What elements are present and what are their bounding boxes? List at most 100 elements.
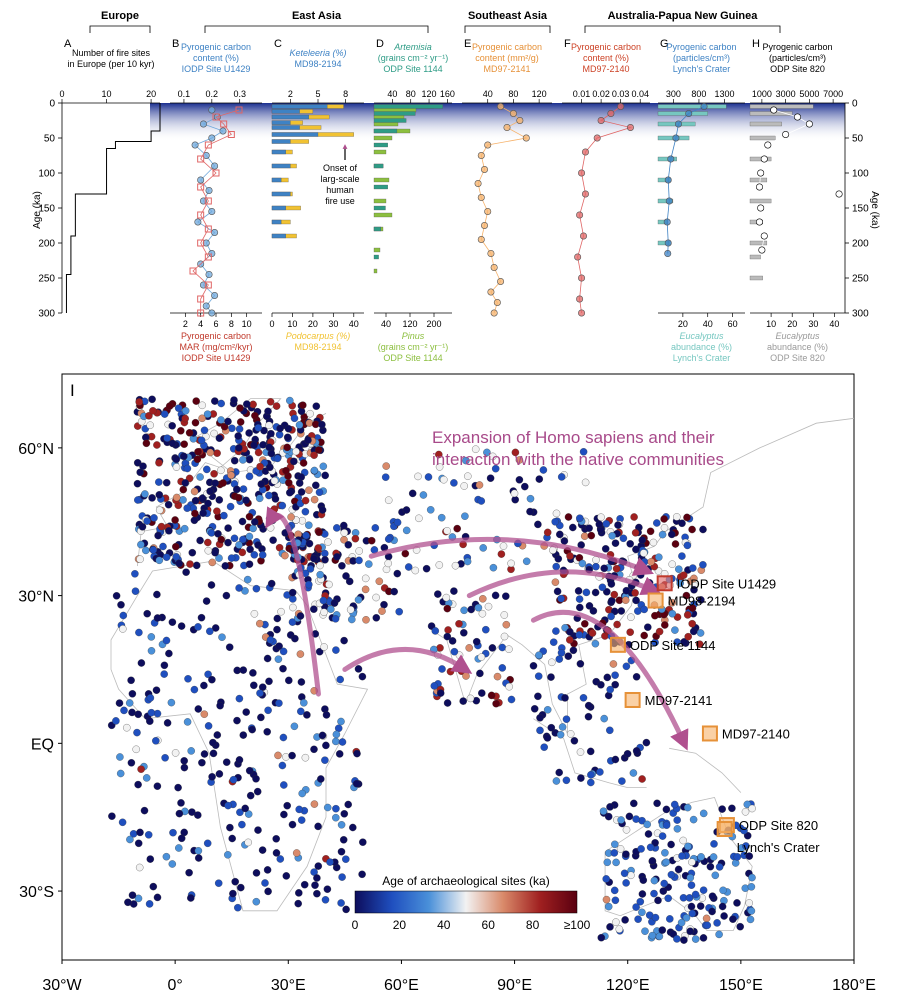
site-dot bbox=[535, 475, 544, 483]
site-dot bbox=[471, 445, 480, 453]
site-dot bbox=[220, 511, 228, 520]
site-dot bbox=[227, 554, 236, 562]
site-dot bbox=[358, 672, 367, 681]
site-dot bbox=[464, 472, 472, 480]
site-dot bbox=[651, 913, 660, 922]
site-dot bbox=[177, 799, 185, 807]
site-dot bbox=[142, 439, 151, 448]
site-dot bbox=[162, 478, 171, 487]
site-dot bbox=[401, 549, 410, 558]
site-dot bbox=[745, 852, 754, 860]
bar-mark bbox=[749, 156, 772, 162]
site-dot bbox=[588, 629, 597, 637]
site-dot bbox=[564, 513, 573, 521]
site-dot bbox=[338, 873, 346, 881]
site-dot bbox=[611, 671, 619, 679]
site-dot bbox=[279, 733, 288, 742]
site-dot bbox=[239, 666, 248, 674]
lon-tick-label: 30°E bbox=[271, 977, 306, 994]
top-axis-label: content (%) bbox=[193, 53, 239, 63]
site-dot bbox=[148, 494, 156, 502]
site-dot bbox=[534, 692, 542, 701]
site-dot bbox=[682, 591, 691, 600]
site-dot bbox=[194, 705, 203, 713]
site-dot bbox=[569, 523, 577, 532]
migration-arrow bbox=[265, 506, 321, 697]
series-line bbox=[194, 109, 224, 314]
site-dot bbox=[636, 571, 645, 579]
site-dot bbox=[267, 429, 275, 438]
core-site-marker bbox=[656, 575, 673, 592]
site-dot bbox=[153, 782, 162, 790]
site-dot bbox=[682, 914, 691, 922]
site-dot bbox=[437, 513, 446, 522]
site-dot bbox=[116, 753, 124, 761]
site-dot bbox=[450, 647, 459, 656]
site-dot bbox=[442, 593, 451, 602]
site-dot bbox=[372, 593, 380, 602]
site-dot bbox=[430, 682, 439, 690]
site-dot bbox=[603, 673, 612, 682]
site-dot bbox=[306, 409, 314, 418]
site-dot bbox=[637, 845, 645, 853]
bottom-axis-label: Podocarpus (%) bbox=[286, 331, 351, 341]
top-tick-label: 300 bbox=[666, 89, 681, 99]
site-dot bbox=[713, 919, 721, 927]
site-dot bbox=[299, 459, 308, 467]
site-dot bbox=[632, 545, 640, 554]
core-site-marker bbox=[647, 592, 664, 609]
bar-mark bbox=[657, 111, 708, 116]
site-dot bbox=[510, 489, 519, 498]
site-dot bbox=[434, 590, 442, 598]
site-dot bbox=[246, 545, 254, 554]
site-dot bbox=[322, 741, 330, 750]
site-dot bbox=[384, 535, 393, 543]
site-dot bbox=[163, 434, 171, 442]
site-dot bbox=[668, 560, 676, 568]
panel-letter: B bbox=[172, 38, 179, 50]
site-dot bbox=[291, 634, 299, 643]
site-dot bbox=[266, 636, 275, 644]
site-dot bbox=[575, 595, 584, 603]
bar-mark bbox=[373, 128, 398, 134]
site-dot bbox=[673, 825, 682, 833]
bottom-tick-label: 6 bbox=[213, 319, 218, 329]
site-dot bbox=[678, 552, 686, 560]
site-dot bbox=[331, 615, 340, 623]
site-dot bbox=[210, 470, 218, 478]
site-dot bbox=[498, 664, 507, 672]
site-dot bbox=[718, 805, 726, 813]
site-dot bbox=[584, 701, 593, 710]
region-bracket bbox=[584, 25, 781, 33]
site-dot bbox=[183, 504, 191, 512]
square-marker bbox=[204, 197, 212, 205]
site-dot bbox=[194, 854, 203, 862]
site-dot bbox=[622, 586, 631, 595]
core-site-label: IODP Site U1429 bbox=[677, 576, 776, 591]
site-dot bbox=[342, 905, 350, 914]
site-dot bbox=[543, 706, 552, 714]
top-axis-label: in Europe (per 10 kyr) bbox=[67, 59, 154, 69]
site-dot bbox=[296, 612, 305, 620]
site-dot bbox=[551, 518, 559, 526]
site-dot bbox=[282, 466, 290, 475]
site-dot bbox=[482, 625, 490, 634]
site-dot bbox=[491, 464, 500, 473]
site-dot bbox=[529, 662, 538, 670]
top-tick-label: 120 bbox=[532, 89, 547, 99]
site-dot bbox=[660, 879, 668, 888]
site-dot bbox=[557, 649, 566, 657]
top-tick-label: 0.1 bbox=[178, 89, 191, 99]
bottom-axis-label: IODP Site U1429 bbox=[182, 353, 251, 363]
site-dot bbox=[606, 803, 614, 811]
migration-arrow bbox=[342, 646, 473, 674]
site-dot bbox=[465, 644, 473, 652]
site-dot bbox=[535, 651, 543, 659]
core-site-label: MD97-2140 bbox=[722, 726, 790, 741]
site-dot bbox=[160, 410, 169, 418]
site-dot bbox=[676, 579, 684, 587]
site-dot bbox=[245, 472, 254, 481]
site-dot bbox=[655, 553, 663, 561]
site-dot bbox=[316, 570, 324, 579]
migration-arrow bbox=[530, 609, 689, 751]
